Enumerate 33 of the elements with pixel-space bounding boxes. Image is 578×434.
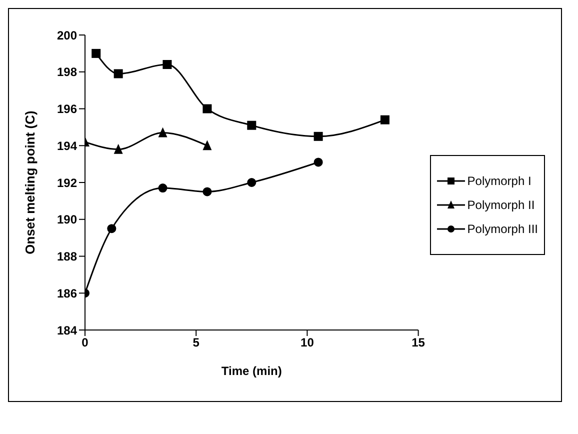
x-tick-label: 5 <box>192 336 200 350</box>
y-tick-label: 186 <box>56 286 78 300</box>
y-tick-label: 196 <box>56 102 78 116</box>
point <box>247 178 256 187</box>
legend-label: Polymorph III <box>467 222 538 236</box>
point <box>380 115 390 124</box>
point <box>202 104 212 114</box>
point <box>202 187 212 196</box>
point <box>162 60 172 69</box>
y-tick-label: 190 <box>56 212 78 227</box>
point <box>92 48 101 58</box>
point <box>114 144 123 154</box>
legend-label: Polymorph I <box>467 174 532 188</box>
point <box>314 132 323 141</box>
y-tick-label: 192 <box>56 176 78 190</box>
y-tick-label: 194 <box>56 138 78 153</box>
x-tick-label: 15 <box>412 336 426 350</box>
x-axis-title: Time (min) <box>221 364 282 378</box>
point <box>107 224 116 234</box>
y-tick-label: 200 <box>56 28 78 42</box>
point <box>114 69 123 78</box>
point <box>247 120 256 130</box>
y-axis-title: Onset melting point (C) <box>22 110 38 254</box>
point <box>158 127 168 138</box>
point <box>158 184 168 193</box>
point <box>202 140 212 150</box>
y-tick-label: 184 <box>56 323 78 338</box>
point <box>314 158 323 167</box>
x-tick-label: 10 <box>300 336 314 350</box>
legend-label: Polymorph II <box>467 198 535 212</box>
y-tick-label: 188 <box>56 250 78 264</box>
x-tick-label: 0 <box>82 336 89 350</box>
y-tick-label: 198 <box>56 65 78 80</box>
